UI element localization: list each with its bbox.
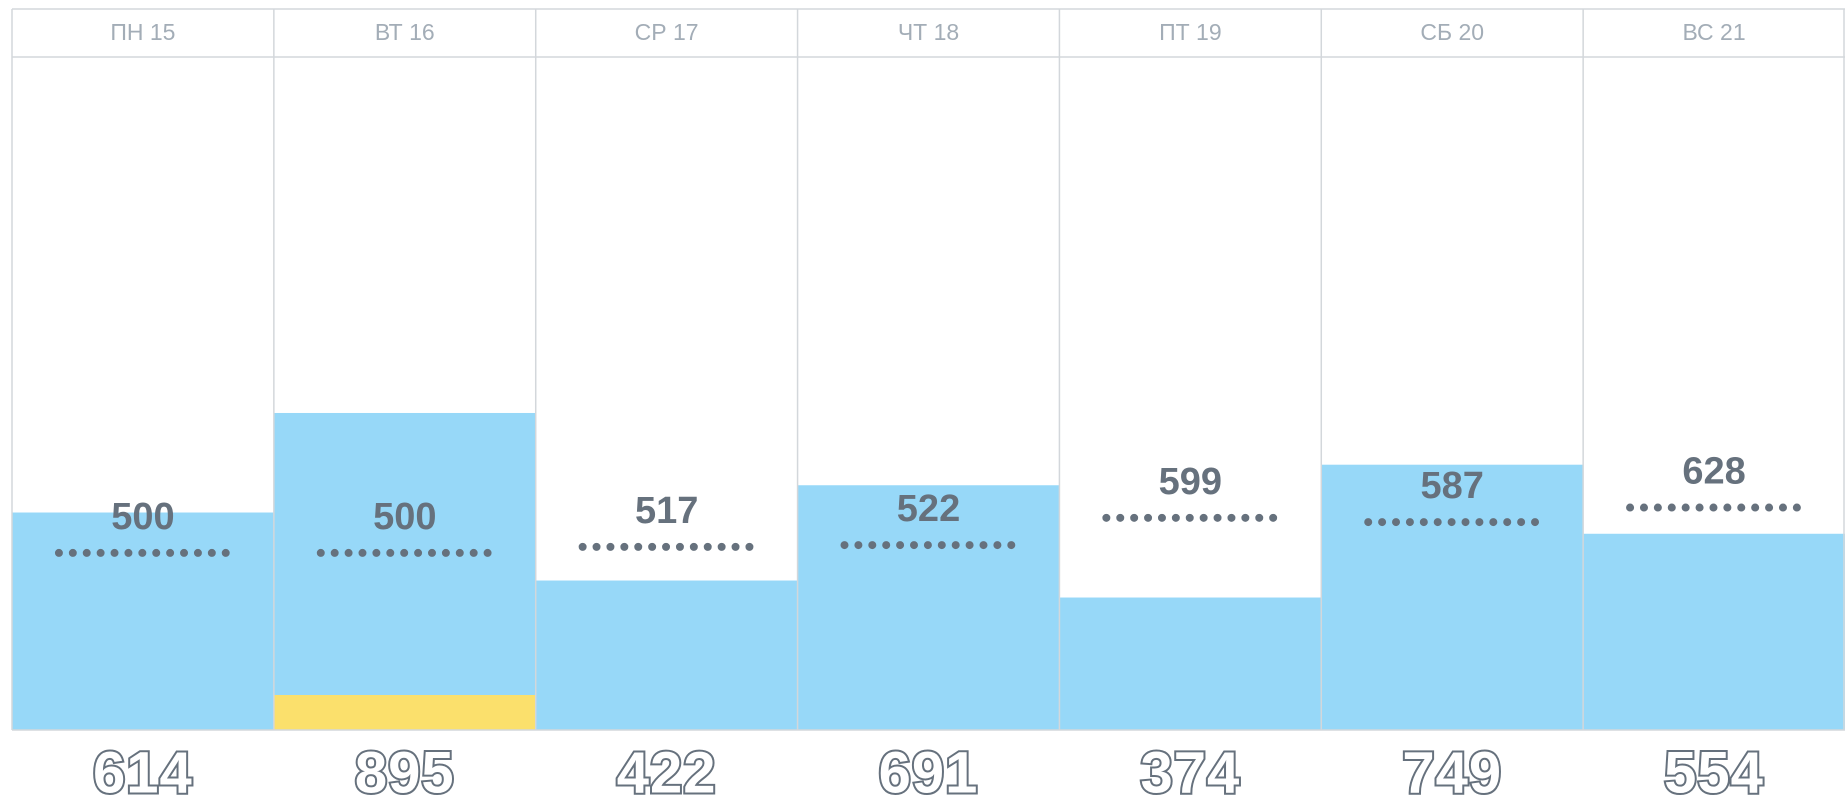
bar — [273, 412, 536, 730]
value-label: 374 — [1140, 740, 1240, 805]
target-label: 587 — [1421, 465, 1484, 507]
target-label: 517 — [635, 490, 698, 532]
bar — [1059, 597, 1322, 730]
day-label: ЧТ 18 — [898, 19, 959, 45]
day-label: СБ 20 — [1420, 19, 1484, 45]
day-label: СР 17 — [635, 19, 699, 45]
target-label: 500 — [373, 496, 436, 538]
value-label: 554 — [1664, 740, 1764, 805]
value-label: 422 — [617, 740, 717, 805]
day-label: ВТ 16 — [375, 19, 435, 45]
value-label: 691 — [879, 740, 979, 805]
target-label: 599 — [1159, 461, 1222, 503]
highlight-strip — [273, 695, 536, 730]
value-label: 614 — [93, 740, 193, 805]
bar — [797, 485, 1060, 730]
bar — [535, 580, 798, 730]
value-label: 895 — [355, 740, 455, 805]
day-label: ВС 21 — [1682, 19, 1745, 45]
day-label: ПН 15 — [110, 19, 175, 45]
value-label: 749 — [1402, 740, 1502, 805]
bar — [1321, 464, 1584, 730]
target-label: 500 — [111, 496, 174, 538]
target-label: 522 — [897, 488, 960, 530]
bar — [12, 512, 274, 730]
target-label: 628 — [1682, 451, 1745, 493]
bar — [1583, 533, 1845, 730]
day-label: ПТ 19 — [1159, 19, 1222, 45]
